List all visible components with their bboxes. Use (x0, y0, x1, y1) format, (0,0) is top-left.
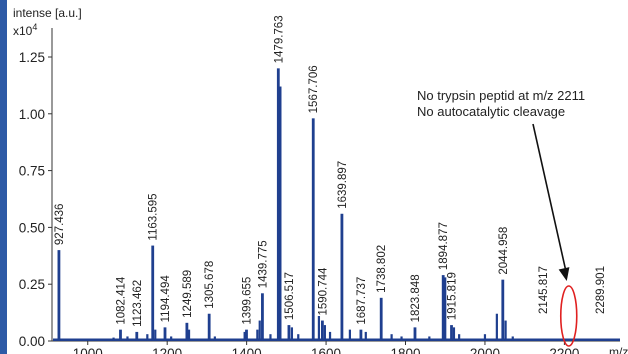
peak-label: 1082.414 (115, 276, 127, 325)
peak-bar (450, 325, 453, 341)
peak-bar (245, 329, 248, 341)
x-axis-label: m/z (609, 345, 628, 354)
peak-bar (320, 320, 324, 341)
minor-peak-bar (213, 336, 216, 341)
minor-peak-bar (290, 327, 294, 341)
minor-peak-bar (495, 313, 498, 341)
peak-bar (287, 325, 291, 341)
peak-label: 1479.763 (273, 15, 285, 63)
annotation-arrow-line (532, 123, 568, 276)
minor-peak-bar (328, 331, 332, 341)
y-axis-label: intense [a.u.] (13, 6, 82, 20)
peak-label: 1823.848 (410, 274, 422, 322)
y-axis-multiplier: x104 (13, 22, 37, 38)
peak-label: 1439.775 (257, 240, 269, 288)
minor-peak-bar (279, 86, 282, 341)
minor-peak-bar (458, 334, 461, 341)
peak-label: 1123.462 (132, 280, 144, 327)
minor-peak-bar (444, 277, 447, 341)
peak-label: 1249.589 (182, 270, 194, 318)
peak-label: 2289.901 (595, 266, 607, 314)
minor-peak-bar (452, 327, 456, 341)
peak-label: 1305.678 (204, 261, 216, 309)
minor-peak-bar (126, 336, 129, 341)
peak-label: 1567.706 (308, 65, 320, 113)
x-tick-label: 1400 (232, 346, 262, 354)
y-tick-label: 0.50 (19, 220, 45, 235)
y-tick-label: 1.00 (19, 107, 45, 122)
minor-peak-bar (543, 338, 546, 341)
minor-peak-bar (269, 334, 272, 341)
x-tick-label: 1000 (73, 346, 103, 354)
minor-peak-bar (400, 336, 403, 341)
minor-peak-bar (364, 331, 367, 341)
x-tick-label: 2000 (470, 346, 500, 354)
peak-bar (119, 329, 122, 341)
minor-peak-bar (170, 336, 173, 341)
x-tick-label: 1600 (311, 346, 341, 354)
minor-peak-bar (483, 334, 487, 341)
peak-bar (501, 279, 505, 341)
peak-label: 2145.817 (538, 266, 550, 314)
y-tick-label: 1.25 (19, 50, 45, 65)
peak-label: 1506.517 (284, 272, 296, 320)
peak-bar (413, 327, 417, 341)
peak-bar (207, 313, 211, 341)
x-tick-label: 1800 (390, 346, 420, 354)
minor-peak-bar (112, 337, 115, 341)
peak-bar (57, 250, 61, 341)
peak-bar (135, 331, 139, 341)
peak-label: 1894.877 (438, 222, 450, 270)
minor-peak-bar (297, 334, 300, 341)
peak-bar (261, 293, 264, 341)
minor-peak-bar (258, 320, 261, 341)
peak-bar (340, 213, 344, 341)
peak-bar (311, 118, 315, 342)
peak-bar (379, 297, 383, 341)
annotation-line-1: No trypsin peptid at m/z 2211 (417, 88, 585, 103)
left-edge-strip (0, 0, 7, 354)
peak-bar (441, 275, 445, 341)
minor-peak-bar (243, 331, 246, 341)
minor-peak-bar (146, 334, 149, 341)
peak-label: 2044.958 (498, 227, 510, 275)
peak-label: 1163.595 (148, 193, 160, 240)
x-tick-label: 1200 (152, 346, 182, 354)
annotation-line-2: No autocatalytic cleavage (417, 104, 565, 119)
peak-bar (276, 68, 280, 342)
minor-peak-bar (256, 329, 259, 341)
peak-bar (151, 245, 155, 341)
y-tick-label: 0.00 (19, 334, 45, 349)
minor-peak-bar (154, 329, 157, 341)
baseline-signal (53, 338, 620, 341)
peak-bar (359, 329, 363, 341)
peak-label: 1590.744 (317, 267, 329, 316)
peak-bar (163, 327, 167, 341)
peak-label: 1687.737 (356, 277, 368, 325)
peak-label: 1639.897 (337, 161, 349, 209)
peak-bar (185, 322, 189, 341)
peak-label: 1194.494 (160, 275, 172, 323)
minor-peak-bar (323, 325, 326, 341)
minor-peak-bar (317, 316, 321, 341)
peak-label: 927.436 (54, 204, 66, 246)
minor-peak-bar (428, 336, 431, 341)
minor-peak-bar (348, 329, 352, 341)
highlight-ellipse (559, 285, 578, 347)
minor-peak-bar (390, 334, 393, 341)
minor-peak-bar (511, 336, 514, 341)
minor-peak-bar (187, 329, 191, 341)
peak-label: 1399.655 (241, 277, 253, 325)
y-tick-label: 0.75 (19, 164, 45, 179)
x-tick-label: 2200 (549, 346, 579, 354)
peak-label: 1738.802 (376, 245, 388, 293)
peak-label: 1915.819 (447, 272, 459, 320)
annotation-arrow-head (558, 267, 570, 281)
y-tick-label: 0.25 (19, 277, 45, 292)
minor-peak-bar (504, 320, 507, 341)
